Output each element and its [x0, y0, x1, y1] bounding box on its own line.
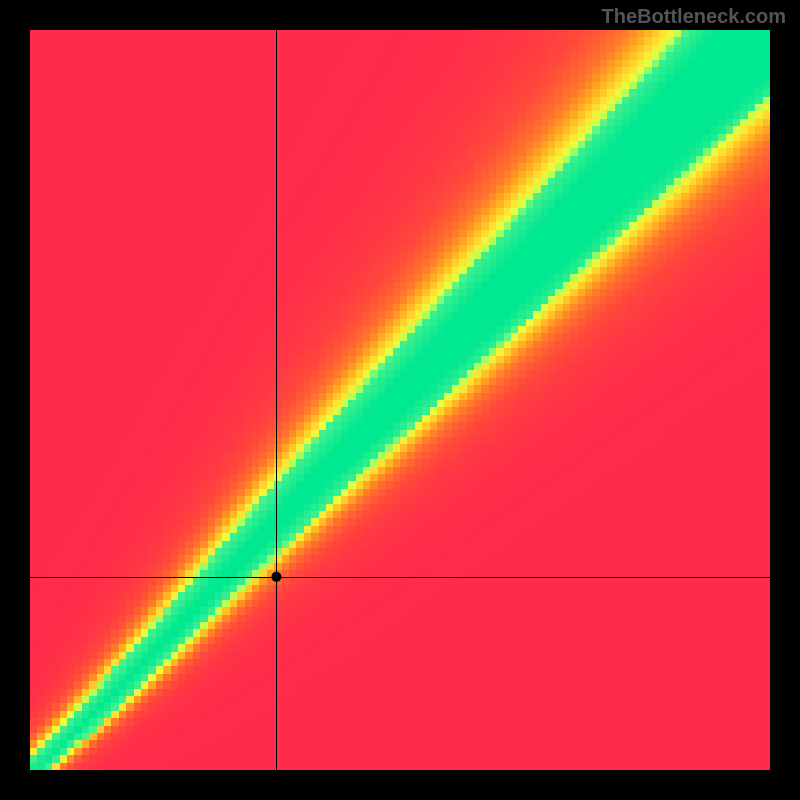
- figure-container: TheBottleneck.com: [0, 0, 800, 800]
- watermark-text: TheBottleneck.com: [602, 6, 786, 29]
- bottleneck-heatmap: [30, 30, 770, 770]
